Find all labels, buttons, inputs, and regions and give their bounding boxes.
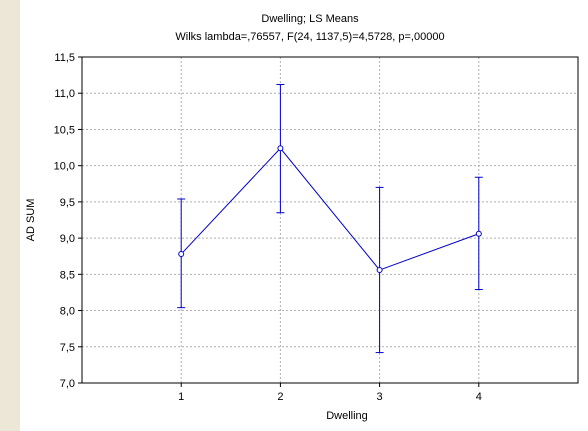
mean-point bbox=[277, 145, 284, 152]
y-tick-label: 10,0 bbox=[54, 161, 75, 173]
y-tick-label: 10,5 bbox=[54, 124, 75, 136]
y-tick-label: 8,0 bbox=[60, 306, 75, 318]
y-tick-label: 7,0 bbox=[60, 378, 75, 390]
x-axis-label: Dwelling bbox=[326, 410, 368, 422]
x-tick-label: 2 bbox=[277, 391, 283, 403]
y-tick-label: 11,5 bbox=[54, 52, 75, 64]
y-tick-label: 9,0 bbox=[60, 233, 75, 245]
y-tick-label: 8,5 bbox=[60, 269, 75, 281]
x-tick-label: 4 bbox=[476, 391, 482, 403]
axes: 7,0 7,5 8,0 8,5 9,0 9,5 10,0 10,5 11,0 11,5 1 2 3 4 bbox=[54, 52, 579, 403]
chart-panel: Dwelling; LS Means Wilks lambda=,76557, … bbox=[20, 0, 588, 431]
mean-point bbox=[376, 266, 383, 273]
plot-frame bbox=[81, 56, 579, 384]
y-axis-label: AD SUM bbox=[25, 199, 37, 242]
x-tick-label: 1 bbox=[178, 391, 184, 403]
ls-means-chart: Dwelling; LS Means Wilks lambda=,76557, … bbox=[25, 13, 579, 422]
y-tick-label: 7,5 bbox=[60, 342, 75, 354]
mean-line bbox=[180, 147, 479, 271]
x-tick-label: 3 bbox=[377, 391, 383, 403]
grid bbox=[82, 57, 578, 383]
chart-title: Dwelling; LS Means bbox=[261, 13, 359, 25]
mean-point bbox=[178, 251, 185, 258]
y-tick-label: 11,0 bbox=[54, 88, 75, 100]
chart-subtitle: Wilks lambda=,76557, F(24, 1137,5)=4,572… bbox=[175, 31, 444, 43]
y-tick-label: 9,5 bbox=[60, 197, 75, 209]
data-layer bbox=[177, 84, 483, 354]
mean-point bbox=[475, 230, 482, 237]
